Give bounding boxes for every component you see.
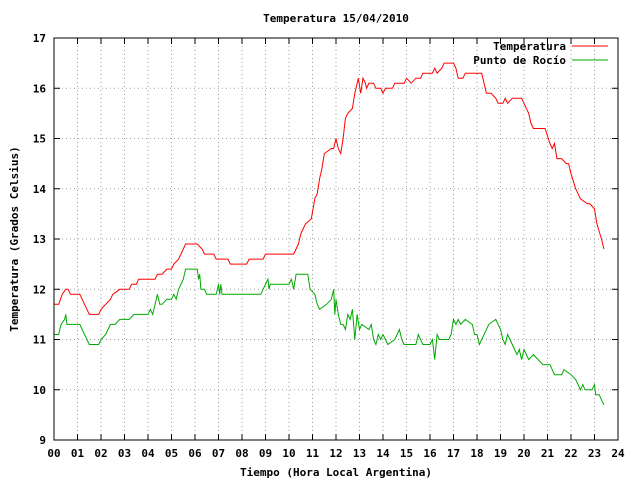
x-tick-label: 24: [611, 447, 625, 460]
plot-frame: [53, 37, 619, 441]
x-tick-label: 11: [306, 447, 320, 460]
y-tick-label: 9: [39, 434, 46, 447]
x-tick-label: 22: [564, 447, 577, 460]
y-tick-label: 15: [33, 133, 46, 146]
x-tick-label: 23: [588, 447, 601, 460]
x-tick-label: 20: [517, 447, 530, 460]
grid-layer: [54, 38, 618, 440]
x-tick-label: 00: [47, 447, 60, 460]
tick-layer: 00 01 02 03 04 05 06 07 08 09 10 11 12 13 14 15 16 17 18 19…: [33, 32, 625, 460]
legend-label: Temperatura: [493, 40, 566, 53]
x-tick-label: 17: [447, 447, 460, 460]
y-tick-label: 17: [33, 32, 46, 45]
x-axis-label: Tiempo (Hora Local Argentina): [240, 466, 432, 479]
x-tick-label: 04: [141, 447, 155, 460]
x-tick-label: 13: [353, 447, 366, 460]
x-tick-label: 06: [188, 447, 202, 460]
x-tick-label: 19: [494, 447, 507, 460]
y-tick-label: 12: [33, 283, 46, 296]
x-tick-label: 02: [94, 447, 107, 460]
x-tick-label: 21: [541, 447, 555, 460]
series-layer: [54, 62, 605, 406]
x-tick-label: 14: [376, 447, 390, 460]
x-tick-label: 12: [329, 447, 342, 460]
y-axis-label: Temperatura (Grados Celsius): [8, 146, 21, 331]
x-tick-label: 09: [259, 447, 272, 460]
y-tick-label: 16: [33, 82, 47, 95]
y-tick-label: 14: [33, 183, 47, 196]
y-tick-label: 11: [33, 334, 47, 347]
series-line-punto-de-rocio: [54, 268, 605, 406]
legend-label: Punto de Rocío: [473, 54, 566, 67]
series-line-temperatura: [54, 62, 605, 315]
chart-title: Temperatura 15/04/2010: [263, 12, 409, 25]
x-tick-label: 03: [118, 447, 131, 460]
x-tick-label: 01: [71, 447, 85, 460]
x-tick-label: 18: [470, 447, 483, 460]
x-tick-label: 07: [212, 447, 225, 460]
x-tick-label: 08: [235, 447, 248, 460]
y-tick-label: 13: [33, 233, 46, 246]
x-tick-label: 16: [423, 447, 437, 460]
y-tick-label: 10: [33, 384, 46, 397]
x-tick-label: 05: [165, 447, 178, 460]
x-tick-label: 15: [400, 447, 413, 460]
x-tick-label: 10: [282, 447, 295, 460]
